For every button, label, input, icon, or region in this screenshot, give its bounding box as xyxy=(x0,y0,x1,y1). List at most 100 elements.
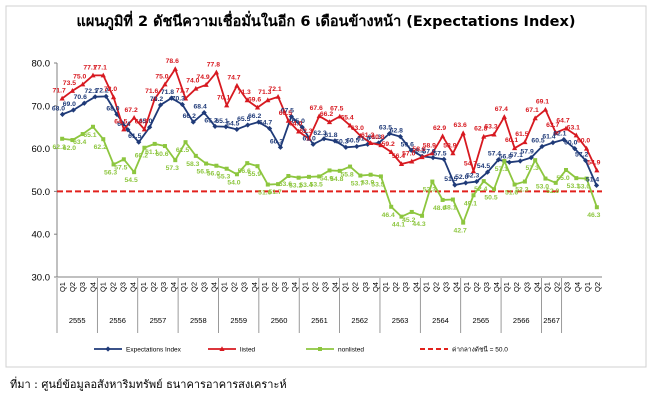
data-point xyxy=(543,176,548,181)
data-point xyxy=(583,157,589,164)
data-point xyxy=(533,158,538,163)
data-label: 52.0 xyxy=(546,188,559,195)
data-point xyxy=(244,97,250,103)
data-label: 52.3 xyxy=(515,187,528,194)
quarter-tick-label: Q2 xyxy=(472,282,481,292)
chart-frame xyxy=(5,5,647,368)
data-label: 60.0 xyxy=(564,140,577,147)
data-point xyxy=(69,88,76,93)
data-label: 61.8 xyxy=(324,132,337,139)
data-point xyxy=(573,132,579,138)
data-label: 68.4 xyxy=(194,104,207,111)
data-label: 57.9 xyxy=(422,149,435,156)
data-point xyxy=(429,150,435,156)
data-label: 44.1 xyxy=(392,222,405,229)
data-point xyxy=(460,130,466,136)
data-point xyxy=(471,193,476,198)
data-point xyxy=(542,106,549,112)
data-point xyxy=(594,205,599,210)
data-label: 55.3 xyxy=(217,174,230,181)
source-note: ที่มา : ศูนย์ข้อมูลอสังหาริมทรัพย์ ธนาคา… xyxy=(10,376,287,391)
data-label: 53.5 xyxy=(371,181,384,188)
quarter-tick-label: Q3 xyxy=(240,282,249,292)
year-label: 2558 xyxy=(190,316,207,325)
data-point xyxy=(277,144,284,150)
data-label: 62.9 xyxy=(433,125,446,132)
data-label: 61.0 xyxy=(357,135,370,142)
quarter-tick-label: Q1 xyxy=(260,282,269,292)
data-label: 77.1 xyxy=(83,64,96,71)
data-point xyxy=(110,94,117,100)
series-listed xyxy=(59,66,600,174)
data-point xyxy=(183,140,188,145)
data-label: 54.9 xyxy=(587,159,600,166)
data-label: 68.0 xyxy=(52,105,65,112)
data-point xyxy=(141,126,148,132)
data-point xyxy=(60,136,65,141)
data-label: 65.5 xyxy=(237,116,250,123)
data-point xyxy=(470,168,477,174)
legend-label: listed xyxy=(240,347,256,354)
data-label: 74.7 xyxy=(227,75,240,82)
data-label: 58.0 xyxy=(412,146,425,153)
data-label: 60.6 xyxy=(155,151,168,158)
data-point xyxy=(90,124,95,129)
quarter-tick-label: Q2 xyxy=(230,282,239,292)
data-point xyxy=(245,161,250,166)
quarter-tick-label: Q2 xyxy=(512,282,521,292)
data-label: 62.3 xyxy=(53,144,66,151)
quarter-tick-label: Q2 xyxy=(68,282,77,292)
year-label: 2560 xyxy=(271,316,288,325)
data-label: 63.0 xyxy=(351,125,364,132)
data-point xyxy=(550,140,556,146)
data-label: 57.5 xyxy=(114,164,127,171)
data-label: 54.5 xyxy=(125,177,138,184)
data-label: 44.3 xyxy=(412,221,425,228)
data-label: 54.7 xyxy=(464,160,477,167)
data-point xyxy=(275,94,281,99)
quarter-tick-label: Q3 xyxy=(199,282,208,292)
data-point xyxy=(92,94,98,100)
data-label: 70.3 xyxy=(172,96,185,103)
quarter-tick-label: Q2 xyxy=(109,282,118,292)
data-label: 74.0 xyxy=(186,78,199,85)
quarter-tick-label: Q1 xyxy=(542,282,551,292)
data-point xyxy=(162,144,167,149)
data-label: 60.3 xyxy=(270,138,283,145)
year-label: 2567 xyxy=(543,316,560,325)
data-label: 75.0 xyxy=(73,73,86,80)
quarter-tick-label: Q4 xyxy=(169,282,178,292)
data-point xyxy=(368,140,374,146)
data-label: 70.2 xyxy=(150,96,163,103)
data-label: 60.0 xyxy=(577,138,590,145)
data-label: 71.7 xyxy=(53,88,66,95)
data-label: 67.5 xyxy=(330,106,343,113)
y-tick-label: 40.0 xyxy=(32,230,51,241)
quarter-tick-label: Q3 xyxy=(159,282,168,292)
data-label: 51.7 xyxy=(268,189,281,196)
data-point xyxy=(337,168,342,173)
data-point xyxy=(398,161,405,167)
quarter-tick-label: Q4 xyxy=(331,282,340,292)
data-point xyxy=(80,81,86,87)
data-label: 65.0 xyxy=(292,118,305,125)
data-point xyxy=(378,174,383,179)
legend-label: ค่ากลางดัชนี = 50.0 xyxy=(452,346,508,354)
quarter-tick-label: Q1 xyxy=(179,282,188,292)
data-point xyxy=(357,132,363,138)
data-point xyxy=(399,214,404,219)
quarter-tick-label: Q2 xyxy=(431,282,440,292)
data-point xyxy=(593,182,600,189)
quarter-tick-label: Q1 xyxy=(462,282,471,292)
data-label: 67.2 xyxy=(125,107,138,114)
data-point xyxy=(162,81,168,87)
quarter-tick-label: Q2 xyxy=(270,282,279,292)
data-point xyxy=(136,139,142,145)
data-label: 60.8 xyxy=(371,134,384,141)
data-label: 67.6 xyxy=(310,105,323,112)
data-point xyxy=(481,133,487,139)
data-point xyxy=(450,150,456,156)
data-point xyxy=(266,125,273,132)
data-point xyxy=(440,197,445,202)
quarter-tick-label: Q4 xyxy=(290,282,299,292)
